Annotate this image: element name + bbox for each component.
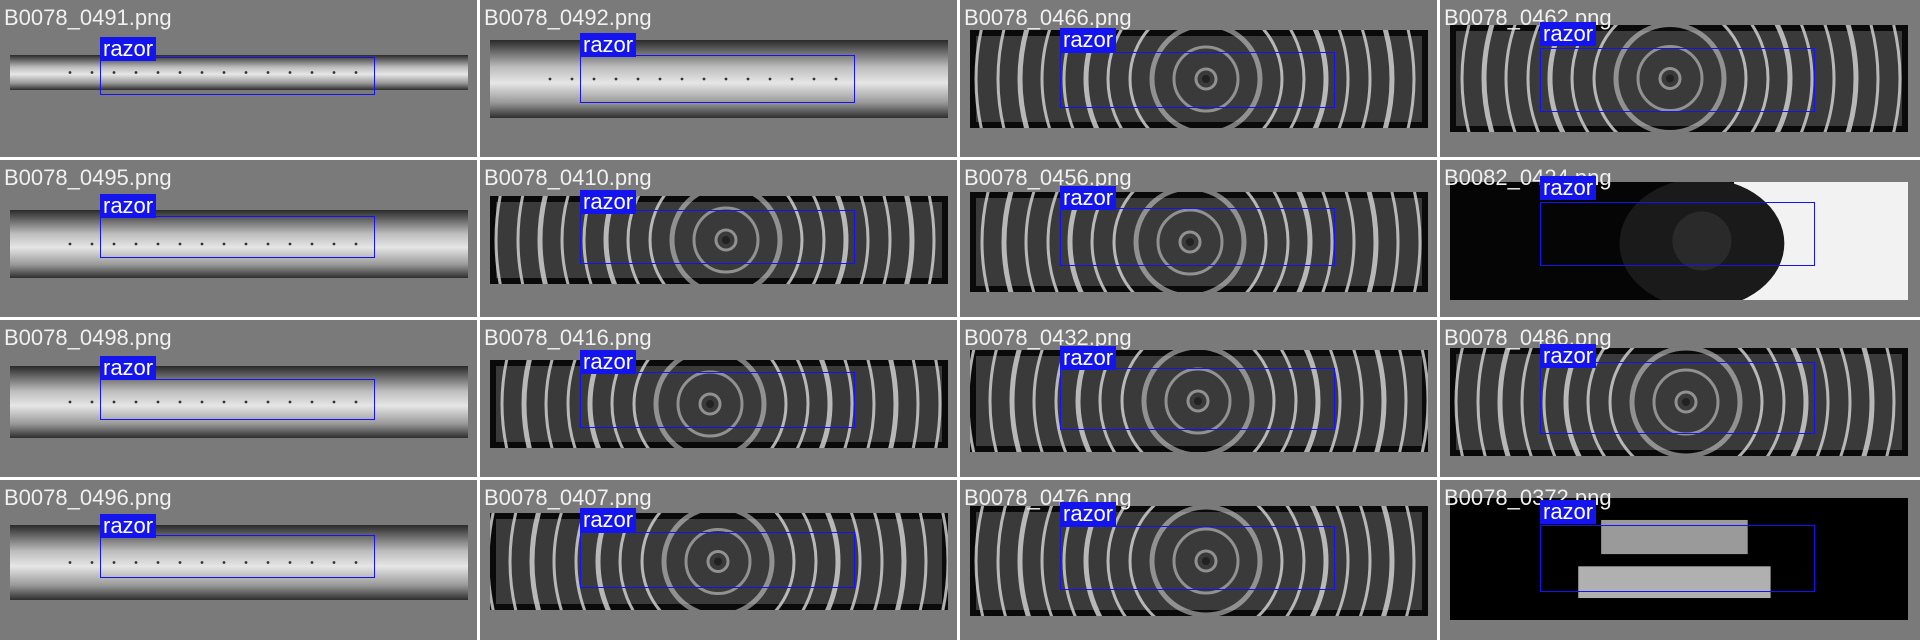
detection-label: razor bbox=[1060, 28, 1117, 52]
grid-tile: B0078_0416.png razor bbox=[480, 320, 960, 480]
xray-image bbox=[490, 360, 948, 448]
image-filename: B0078_0432.png bbox=[964, 325, 1132, 350]
detection-label: razor bbox=[1540, 176, 1597, 200]
grid-tile: B0078_0432.png razor bbox=[960, 320, 1440, 480]
detection-label: razor bbox=[1540, 22, 1597, 46]
detection-box bbox=[100, 216, 375, 258]
detection-label: razor bbox=[1060, 186, 1117, 210]
image-filename: B0078_0492.png bbox=[484, 5, 652, 30]
xray-image bbox=[10, 55, 468, 90]
detection-box bbox=[580, 372, 855, 428]
detection-box bbox=[1540, 362, 1815, 434]
image-filename: B0078_0498.png bbox=[4, 325, 172, 350]
detection-label: razor bbox=[580, 508, 637, 532]
detection-label: razor bbox=[1540, 344, 1597, 368]
image-filename: B0078_0407.png bbox=[484, 485, 652, 510]
xray-image bbox=[490, 40, 948, 118]
xray-image bbox=[10, 210, 468, 278]
image-filename: B0078_0416.png bbox=[484, 325, 652, 350]
detection-box bbox=[580, 532, 855, 588]
detection-label: razor bbox=[1060, 502, 1117, 526]
detection-box bbox=[1060, 368, 1335, 430]
detection-box bbox=[1540, 525, 1815, 592]
detection-box bbox=[1060, 208, 1335, 266]
detection-box bbox=[100, 57, 375, 95]
detection-box bbox=[1060, 52, 1335, 108]
grid-tile: B0078_0462.png razor bbox=[1440, 0, 1920, 160]
image-filename: B0078_0495.png bbox=[4, 165, 172, 190]
detection-label: razor bbox=[100, 514, 157, 538]
detection-label: razor bbox=[1060, 346, 1117, 370]
xray-image bbox=[490, 513, 948, 610]
grid-tile: B0078_0407.png razor bbox=[480, 480, 960, 640]
detection-box bbox=[100, 535, 375, 578]
xray-image bbox=[970, 192, 1428, 292]
image-filename: B0078_0496.png bbox=[4, 485, 172, 510]
image-filename: B0078_0456.png bbox=[964, 165, 1132, 190]
image-filename: B0078_0491.png bbox=[4, 5, 172, 30]
xray-image bbox=[1450, 348, 1908, 456]
detection-label: razor bbox=[100, 194, 157, 218]
grid-tile: B0082_0424.png razor bbox=[1440, 160, 1920, 320]
detection-box bbox=[100, 379, 375, 420]
detection-box bbox=[1060, 526, 1335, 590]
grid-tile: B0078_0486.png razor bbox=[1440, 320, 1920, 480]
detection-label: razor bbox=[100, 356, 157, 380]
grid-tile: B0078_0372.png razor bbox=[1440, 480, 1920, 640]
xray-image bbox=[1450, 182, 1908, 300]
grid-tile: B0078_0410.png razor bbox=[480, 160, 960, 320]
xray-image bbox=[490, 196, 948, 284]
detection-label: razor bbox=[580, 190, 637, 214]
xray-image bbox=[1450, 25, 1908, 132]
xray-image bbox=[10, 525, 468, 600]
detection-label: razor bbox=[580, 350, 637, 374]
xray-image bbox=[970, 506, 1428, 616]
detection-label: razor bbox=[1540, 500, 1597, 524]
grid-tile: B0078_0466.png razor bbox=[960, 0, 1440, 160]
xray-image bbox=[970, 350, 1428, 452]
detection-box bbox=[580, 55, 855, 103]
image-filename: B0078_0410.png bbox=[484, 165, 652, 190]
detection-label: razor bbox=[580, 33, 637, 57]
detection-label: razor bbox=[100, 37, 157, 61]
detection-box bbox=[1540, 202, 1815, 266]
grid-tile: B0078_0476.png razor bbox=[960, 480, 1440, 640]
grid-tile: B0078_0456.png razor bbox=[960, 160, 1440, 320]
image-filename: B0078_0466.png bbox=[964, 5, 1132, 30]
detection-box bbox=[1540, 48, 1815, 112]
detection-box bbox=[580, 210, 855, 264]
xray-image bbox=[10, 366, 468, 438]
